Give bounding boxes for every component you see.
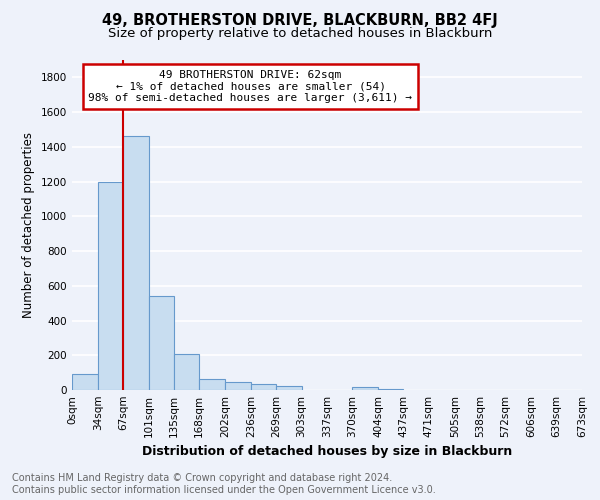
Bar <box>175 354 199 390</box>
Bar <box>123 136 149 390</box>
Text: Contains HM Land Registry data © Crown copyright and database right 2024.
Contai: Contains HM Land Registry data © Crown c… <box>12 474 436 495</box>
Bar <box>378 388 403 390</box>
Bar <box>149 296 175 390</box>
X-axis label: Distribution of detached houses by size in Blackburn: Distribution of detached houses by size … <box>142 446 512 458</box>
Text: 49 BROTHERSTON DRIVE: 62sqm
← 1% of detached houses are smaller (54)
98% of semi: 49 BROTHERSTON DRIVE: 62sqm ← 1% of deta… <box>89 70 413 103</box>
Text: 49, BROTHERSTON DRIVE, BLACKBURN, BB2 4FJ: 49, BROTHERSTON DRIVE, BLACKBURN, BB2 4F… <box>102 12 498 28</box>
Text: Size of property relative to detached houses in Blackburn: Size of property relative to detached ho… <box>108 28 492 40</box>
Bar <box>251 384 276 390</box>
Bar <box>72 374 98 390</box>
Bar <box>352 386 378 390</box>
Bar <box>98 182 123 390</box>
Bar <box>276 386 302 390</box>
Bar <box>225 382 251 390</box>
Y-axis label: Number of detached properties: Number of detached properties <box>22 132 35 318</box>
Bar <box>199 378 225 390</box>
